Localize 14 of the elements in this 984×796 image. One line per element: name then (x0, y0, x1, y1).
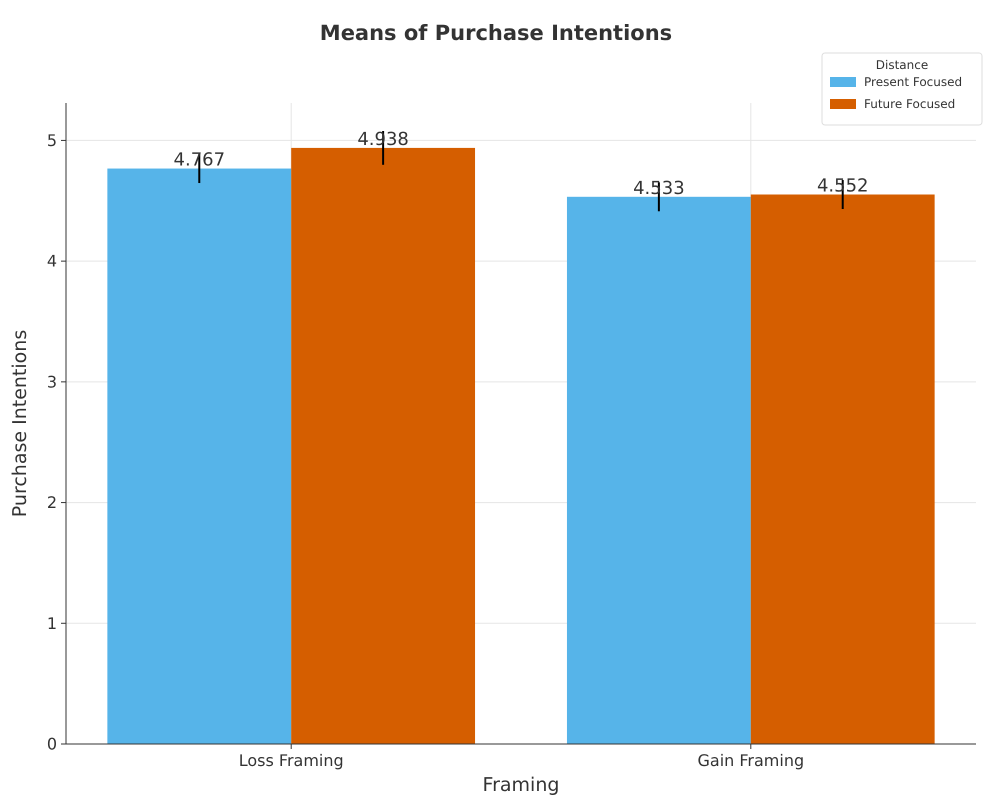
legend-label: Future Focused (864, 97, 956, 112)
y-axis-title: Purchase Intentions (9, 330, 31, 518)
chart-title: Means of Purchase Intentions (320, 21, 672, 45)
x-tick-label: Gain Framing (697, 751, 804, 770)
y-tick-label: 0 (46, 734, 57, 754)
x-tick-label: Loss Framing (238, 751, 344, 770)
legend-label: Present Focused (864, 75, 962, 90)
y-tick-label: 1 (46, 614, 57, 633)
y-tick-label: 4 (46, 252, 57, 271)
y-tick-label: 5 (46, 131, 57, 150)
x-axis-title: Framing (482, 774, 560, 796)
y-tick-label: 2 (46, 493, 57, 512)
legend-title: Distance (876, 58, 928, 72)
y-tick-label: 3 (46, 372, 57, 392)
